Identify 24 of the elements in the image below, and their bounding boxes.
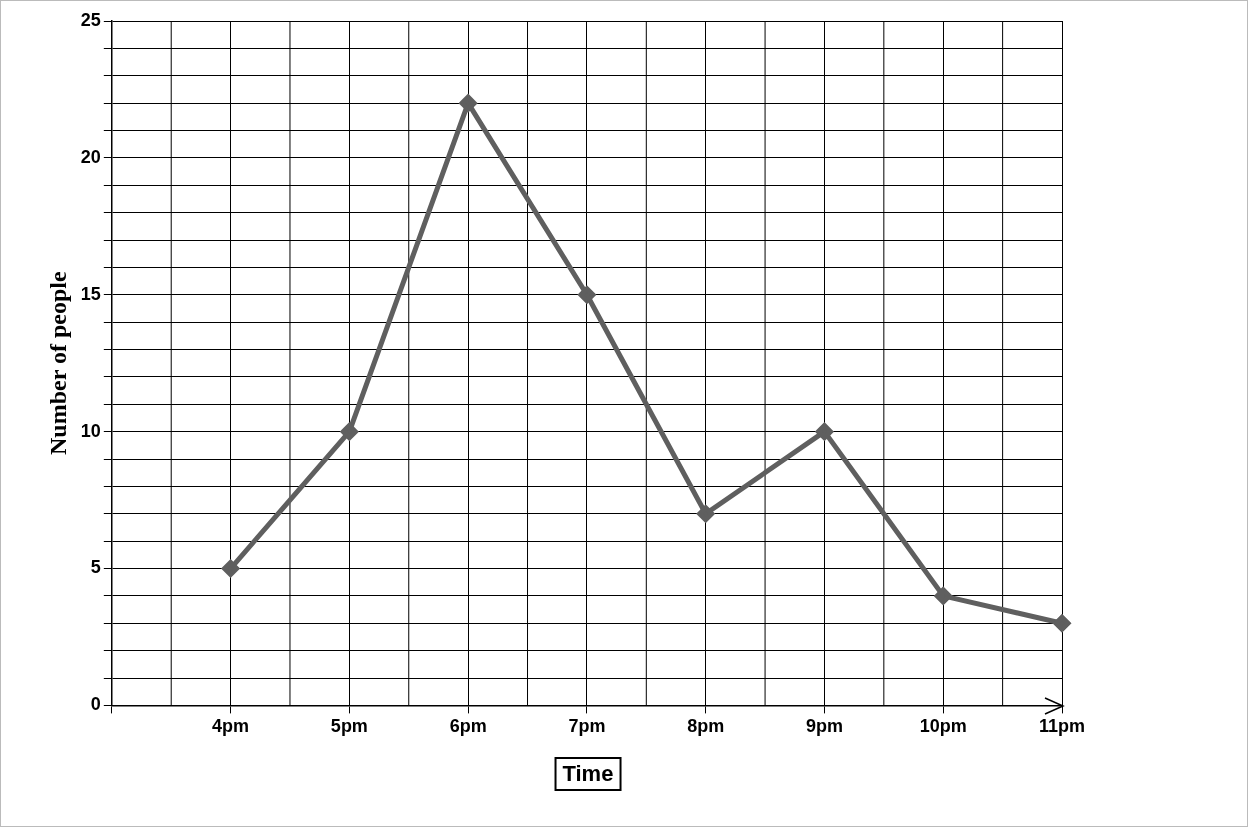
point xyxy=(459,94,477,112)
x-tick-label: 8pm xyxy=(687,716,725,737)
y-tick-label: 5 xyxy=(90,557,101,578)
x-tick-label: 5pm xyxy=(330,716,368,737)
y-tick-label: 20 xyxy=(80,146,101,167)
point xyxy=(1053,614,1071,632)
x-tick-label: 4pm xyxy=(212,716,250,737)
point xyxy=(222,560,240,578)
y-tick-label: 0 xyxy=(90,694,101,715)
y-tick-label: 15 xyxy=(80,283,101,304)
x-tick-label: 11pm xyxy=(1038,716,1086,737)
point xyxy=(934,587,952,605)
x-tick-label: 10pm xyxy=(919,716,967,737)
x-tick-label: 6pm xyxy=(449,716,487,737)
x-tick-label: 9pm xyxy=(805,716,843,737)
x-tick-label: 7pm xyxy=(568,716,606,737)
y-axis-title: Number of people xyxy=(44,271,71,455)
point xyxy=(815,423,833,441)
y-tick-label: 25 xyxy=(80,9,101,30)
point xyxy=(578,286,596,304)
x-axis-title: Time xyxy=(554,757,622,792)
point xyxy=(697,505,715,523)
point xyxy=(340,423,358,441)
y-tick-label: 10 xyxy=(80,420,101,441)
